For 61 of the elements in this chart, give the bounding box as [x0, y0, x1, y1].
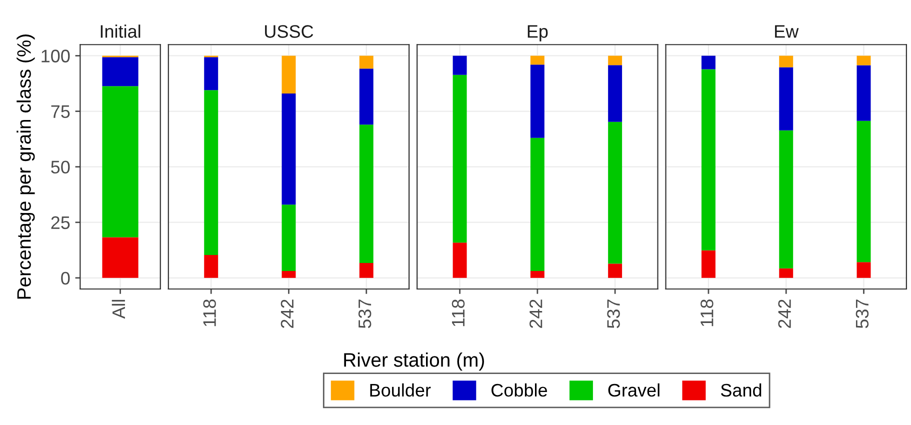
bar [608, 122, 622, 264]
x-tick-label: All [112, 300, 125, 319]
bar [452, 74, 467, 243]
bar [452, 242, 467, 278]
bar [282, 56, 296, 94]
bar [701, 250, 716, 278]
x-tick-label: 537 [607, 300, 620, 328]
bar [102, 57, 138, 86]
bar [359, 68, 374, 125]
bar [779, 130, 794, 268]
bar [856, 65, 871, 121]
chart-title: Ew [775, 25, 799, 38]
bar [102, 237, 138, 278]
bar [779, 56, 794, 68]
bar [204, 255, 218, 278]
x-axis-title: River station (m) [344, 352, 484, 371]
legend-label: Gravel [608, 383, 660, 397]
x-tick-label: 118 [700, 300, 714, 326]
x-tick-label: 118 [452, 300, 465, 326]
chart-title: USSC [265, 25, 314, 38]
bar [530, 271, 544, 278]
bar [779, 268, 794, 278]
bar [608, 264, 622, 278]
bar [359, 263, 374, 278]
bar [701, 69, 716, 250]
bar [701, 56, 716, 70]
y-tick-label: 50 [51, 160, 70, 174]
bar [856, 56, 871, 66]
bar [608, 65, 622, 122]
bar [282, 94, 296, 205]
y-axis-title: Percentage per grain class (%) [16, 34, 35, 299]
bar [204, 90, 218, 256]
bar [530, 64, 544, 138]
chart-title: Ep [528, 25, 548, 42]
bar [856, 120, 871, 262]
bar [608, 56, 622, 66]
legend-label: Boulder [370, 383, 431, 397]
x-tick-label: 537 [856, 300, 869, 328]
y-tick-label: 100 [42, 50, 70, 62]
x-tick-label: 118 [203, 300, 216, 326]
bar [359, 56, 374, 69]
bar [779, 67, 794, 130]
legend-label: Cobble [492, 383, 548, 397]
bar [856, 262, 871, 278]
x-tick-label: 242 [280, 300, 294, 328]
bar [282, 271, 296, 278]
y-tick-label: 25 [51, 216, 70, 230]
bar [102, 86, 138, 238]
bar [530, 138, 544, 272]
chart-title: Initial [100, 24, 140, 38]
x-tick-label: 242 [529, 300, 542, 328]
bar [452, 56, 467, 75]
x-tick-label: 537 [358, 300, 372, 328]
bar [204, 57, 218, 90]
x-tick-label: 242 [778, 300, 791, 328]
y-tick-label: 0 [61, 272, 70, 285]
bar [359, 124, 374, 264]
legend-label: Sand [720, 383, 762, 397]
y-tick-label: 75 [51, 105, 70, 118]
bar [282, 204, 296, 272]
bar [530, 56, 544, 65]
